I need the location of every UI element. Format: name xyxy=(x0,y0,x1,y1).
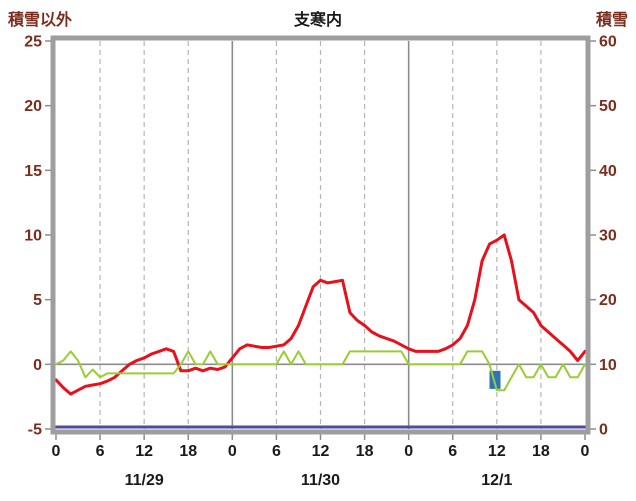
y-right-tick-label: 30 xyxy=(599,228,617,245)
right-axis-title: 積雪 xyxy=(595,12,628,29)
x-tick-label: 6 xyxy=(96,443,105,460)
x-tick-label: 6 xyxy=(448,443,457,460)
x-tick-label: 18 xyxy=(179,443,197,460)
plot-border xyxy=(50,35,591,435)
y-left-tick-label: 15 xyxy=(24,163,42,180)
date-label: 11/29 xyxy=(125,472,164,489)
x-tick-label: 0 xyxy=(581,443,590,460)
x-tick-label: 18 xyxy=(356,443,374,460)
green-series xyxy=(55,350,586,392)
x-tick-label: 18 xyxy=(532,443,550,460)
y-left-tick-label: 0 xyxy=(33,357,42,374)
y-left-tick-label: 20 xyxy=(24,98,42,115)
x-tick-label: 12 xyxy=(312,443,330,460)
chart-title: 支寒内 xyxy=(293,12,343,29)
red-series xyxy=(55,233,586,396)
x-tick-label: 0 xyxy=(228,443,237,460)
y-right-tick-label: 20 xyxy=(599,292,617,309)
y-right-tick-label: 10 xyxy=(599,357,617,374)
y-left-tick-label: 10 xyxy=(24,228,42,245)
y-right-tick-label: 60 xyxy=(599,34,617,51)
blue-bar xyxy=(489,370,501,389)
y-left-tick-label: 25 xyxy=(24,34,42,51)
x-tick-label: 0 xyxy=(404,443,413,460)
y-left-tick-label: 5 xyxy=(33,292,42,309)
y-right-tick-label: 0 xyxy=(599,422,608,439)
x-tick-label: 6 xyxy=(272,443,281,460)
y-right-tick-label: 40 xyxy=(599,163,617,180)
date-label: 11/30 xyxy=(301,472,340,489)
left-axis-title: 積雪以外 xyxy=(8,12,73,29)
x-tick-label: 12 xyxy=(488,443,506,460)
date-label: 12/1 xyxy=(481,472,512,489)
y-right-tick-label: 50 xyxy=(599,98,617,115)
y-left-tick-label: -5 xyxy=(28,422,42,439)
x-tick-label: 0 xyxy=(52,443,61,460)
x-tick-label: 12 xyxy=(135,443,153,460)
